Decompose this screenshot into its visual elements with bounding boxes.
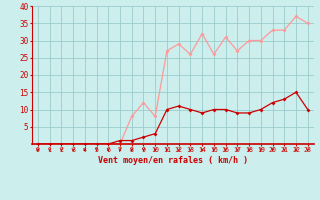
X-axis label: Vent moyen/en rafales ( km/h ): Vent moyen/en rafales ( km/h ) xyxy=(98,156,248,165)
